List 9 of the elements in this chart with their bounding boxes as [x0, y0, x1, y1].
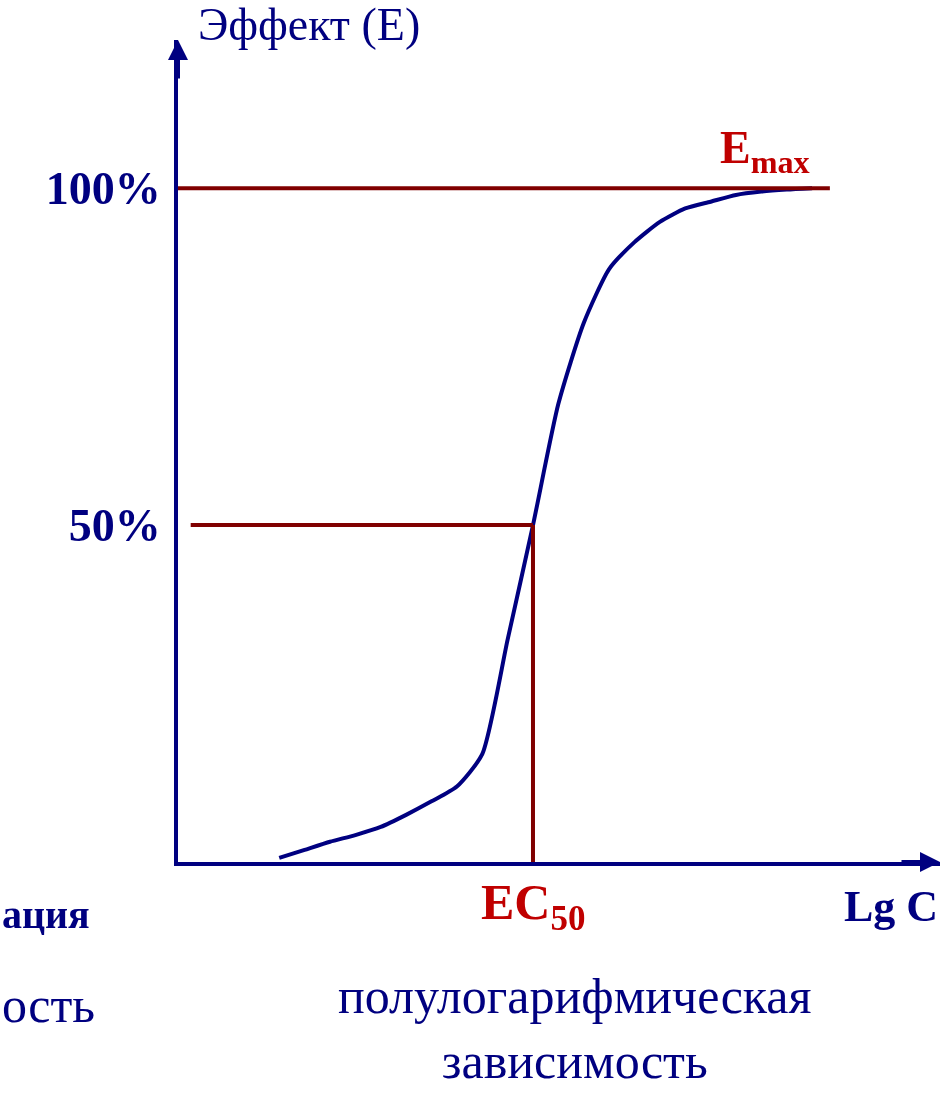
text: EC$_{50}$ — [481, 874, 586, 938]
text: ость — [2, 977, 96, 1033]
ref-line-label: E$_{max}$ — [720, 122, 810, 180]
y-axis-title: Эффект (E) — [198, 0, 421, 50]
text: полулогарифмическая зависимость — [338, 968, 812, 1089]
text: ация — [2, 892, 90, 937]
x-axis-title: Lg C — [844, 882, 939, 931]
y-tick-label: 50% — [68, 500, 161, 552]
y-tick-label: 100% — [45, 163, 161, 215]
